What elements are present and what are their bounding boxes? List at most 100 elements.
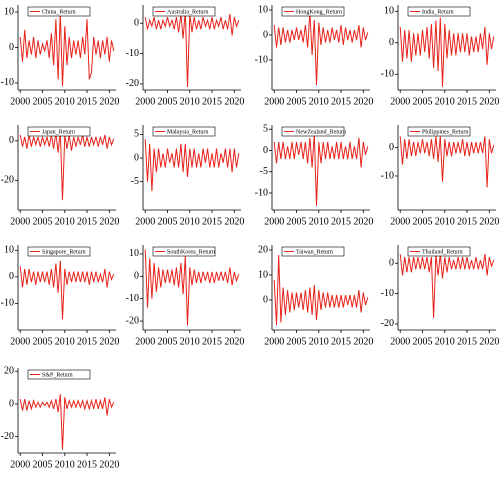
legend-box (407, 126, 471, 137)
y-tick-label: -5 (260, 166, 268, 177)
subplot: Taiwan_Return 0 10 20 2000 2005 2010 2015 2020 (258, 244, 373, 347)
legend-box (152, 6, 216, 17)
x-tick-label: 2010 (55, 459, 75, 470)
y-tick-label: -10 (1, 298, 14, 309)
legend-label: Malaysia_Return (167, 129, 208, 135)
x-tick-label: 2010 (309, 216, 329, 227)
y-tick-label: 20 (4, 366, 14, 377)
x-tick-label: 2000 (10, 459, 30, 470)
x-tick-label: 2005 (33, 459, 53, 470)
x-tick-label: 2015 (77, 96, 97, 107)
x-tick-label: 2005 (158, 96, 178, 107)
subplot: S&P_Return -20 0 20 2000 2005 2010 2015 2020 (1, 366, 120, 471)
x-tick-label: 2020 (353, 336, 373, 347)
x-tick-label: 2010 (309, 96, 329, 107)
x-tick-label: 2020 (479, 216, 499, 227)
x-tick-label: 2010 (180, 336, 200, 347)
x-tick-label: 2000 (135, 216, 155, 227)
legend-label: Taiwan_Return (296, 249, 333, 255)
legend-box (27, 6, 91, 17)
subplot: India_Return -10 0 10 2000 2005 2010 2015 2020 (381, 5, 499, 107)
y-tick-label: 10 (384, 6, 394, 17)
x-tick-label: 2010 (435, 336, 455, 347)
subplot: Singapore_Return -10 0 10 2000 2005 2010 2015 20… (1, 245, 120, 348)
legend-box (27, 246, 91, 257)
x-tick-label: 2020 (224, 96, 244, 107)
x-tick-label: 2005 (33, 96, 53, 107)
legend-label: HongKong_Return (296, 9, 342, 15)
legend-label: S&P_Return (42, 372, 73, 378)
x-tick-label: 2000 (264, 336, 284, 347)
series-line (273, 254, 369, 326)
y-tick-label: 0 (389, 37, 394, 48)
x-tick-label: 2015 (331, 216, 351, 227)
subplot: NewZealand_Return -10 -5 0 5 2000 2005 2010 2015… (255, 124, 374, 228)
x-tick-label: 2000 (135, 336, 155, 347)
x-tick-label: 2005 (413, 216, 433, 227)
x-tick-label: 2000 (390, 96, 410, 107)
legend-box (281, 126, 345, 137)
series-line (19, 260, 115, 320)
series-line (399, 254, 495, 318)
subplot: Japan_Return -20 0 2000 2005 2010 2015 2020 (1, 125, 119, 227)
series-line (19, 130, 115, 201)
x-tick-label: 2005 (158, 216, 178, 227)
series-line (273, 133, 369, 206)
x-tick-label: 2020 (353, 96, 373, 107)
x-tick-label: 2005 (413, 96, 433, 107)
y-tick-label: 0 (263, 29, 268, 40)
y-tick-label: -10 (1, 77, 14, 88)
legend-box (407, 246, 471, 257)
legend-label: SouthKorea_Return (167, 249, 215, 255)
series-line (273, 12, 369, 86)
legend-label: Singapore_Return (42, 249, 86, 255)
x-tick-label: 2015 (77, 336, 97, 347)
x-tick-label: 2000 (10, 216, 30, 227)
x-tick-label: 2005 (287, 216, 307, 227)
subplot: Thailand_Return -20 -10 0 2000 2005 2010 2015 20… (381, 245, 499, 347)
x-tick-label: 2020 (99, 216, 119, 227)
x-tick-label: 2000 (10, 336, 30, 347)
y-tick-label: -10 (381, 288, 394, 299)
y-tick-label: 0 (389, 258, 394, 269)
y-tick-label: -20 (1, 431, 14, 442)
x-tick-label: 2020 (479, 96, 499, 107)
y-tick-label: 0 (389, 142, 394, 153)
x-tick-label: 2010 (435, 96, 455, 107)
y-tick-label: -20 (1, 175, 14, 186)
x-tick-label: 2010 (55, 336, 75, 347)
legend-box (281, 246, 345, 257)
series-line (144, 11, 240, 88)
x-tick-label: 2020 (353, 216, 373, 227)
y-tick-label: -10 (381, 69, 394, 80)
x-tick-label: 2000 (390, 336, 410, 347)
y-tick-label: 0 (9, 271, 14, 282)
legend-box (27, 126, 91, 137)
x-tick-label: 2020 (99, 96, 119, 107)
x-tick-label: 2015 (331, 336, 351, 347)
y-tick-label: -10 (126, 293, 139, 304)
x-tick-label: 2010 (55, 216, 75, 227)
x-tick-label: 2020 (99, 336, 119, 347)
y-tick-label: 10 (258, 4, 268, 15)
series-line (399, 136, 495, 188)
x-tick-label: 2015 (331, 96, 351, 107)
legend-box (27, 369, 91, 380)
x-tick-label: 2000 (264, 216, 284, 227)
x-tick-label: 2020 (479, 336, 499, 347)
x-tick-label: 2000 (264, 96, 284, 107)
legend-label: China_Return (42, 9, 76, 15)
series-line (19, 394, 115, 450)
x-tick-label: 2005 (287, 96, 307, 107)
series-line (144, 139, 240, 192)
y-tick-label: 0 (9, 398, 14, 409)
subplot: Philippines_Return -10 0 2000 2005 2010 2015 20… (381, 125, 499, 227)
y-tick-label: 10 (4, 245, 14, 256)
x-tick-label: 2005 (33, 216, 53, 227)
y-tick-label: 0 (9, 135, 14, 146)
y-tick-label: 0 (9, 42, 14, 53)
legend-box (152, 126, 216, 137)
x-tick-label: 2010 (55, 96, 75, 107)
